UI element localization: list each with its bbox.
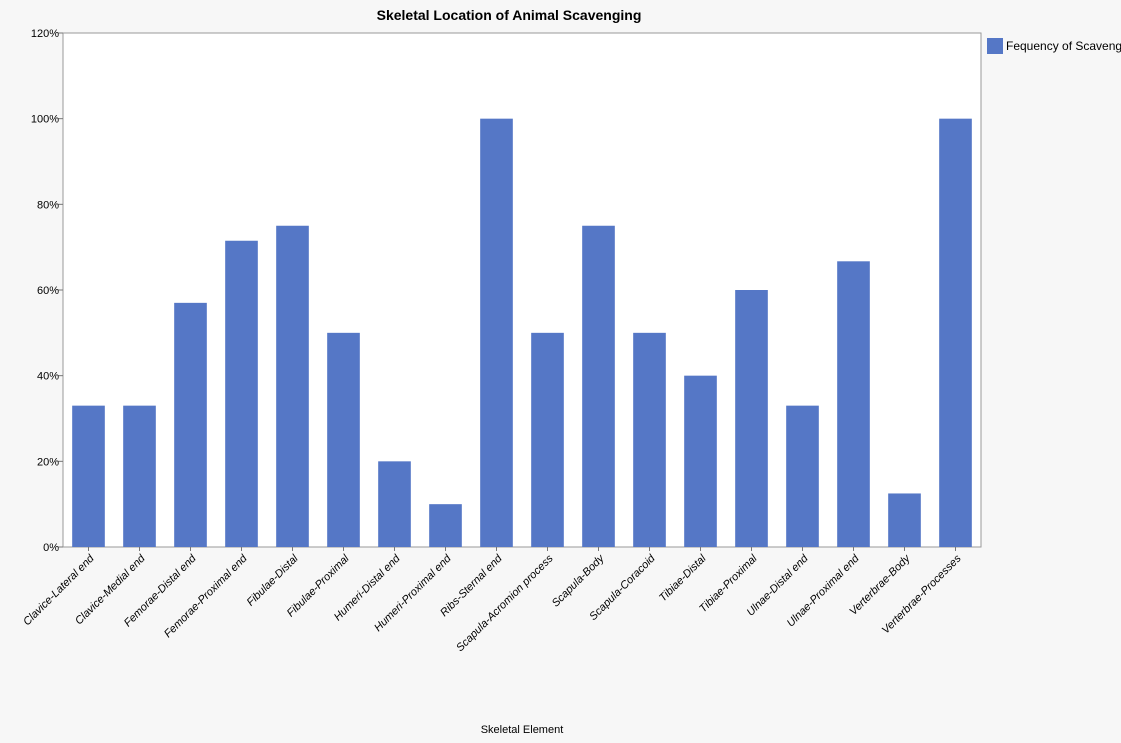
x-tick-label: Tibiae-Distal [657, 552, 709, 604]
x-tick-label: Fibulae-Distal [245, 552, 301, 608]
bar [939, 118, 972, 548]
x-tick-label: Femorae-Proximal end [162, 552, 250, 640]
bar [633, 332, 666, 547]
y-tick-label: 40% [37, 371, 59, 383]
x-tick-label: Scapula-Body [550, 552, 608, 610]
bar [480, 118, 513, 548]
plot-area [62, 32, 982, 548]
legend-label: Fequency of Scavenging [1006, 39, 1121, 53]
bar [276, 225, 309, 547]
y-tick-label: 20% [37, 456, 59, 468]
bar [327, 332, 360, 547]
y-tick-label: 120% [31, 28, 59, 40]
bar [786, 405, 819, 547]
bar [531, 332, 564, 547]
x-tick-label: Scapula-Acromion process [454, 552, 556, 654]
bar [429, 504, 462, 547]
legend: Fequency of Scavenging [987, 38, 1121, 54]
bar [378, 461, 411, 547]
bar [174, 302, 207, 547]
bar [735, 290, 768, 547]
bars [72, 118, 972, 548]
bar [72, 405, 105, 547]
y-tick-label: 0% [43, 542, 59, 554]
bar [123, 405, 156, 547]
x-axis-label: Skeletal Element [481, 724, 564, 736]
bar [684, 375, 717, 547]
bar [225, 240, 258, 547]
chart-title: Skeletal Location of Animal Scavenging [377, 7, 642, 23]
y-tick-label: 60% [37, 285, 59, 297]
legend-swatch [987, 38, 1003, 54]
y-tick-label: 100% [31, 114, 59, 126]
y-tick-label: 80% [37, 199, 59, 211]
bar [582, 225, 615, 547]
bar [837, 261, 870, 547]
bar [888, 493, 921, 547]
y-axis: 0% 20% 40% 60% 80% 100% 120% [31, 28, 63, 554]
